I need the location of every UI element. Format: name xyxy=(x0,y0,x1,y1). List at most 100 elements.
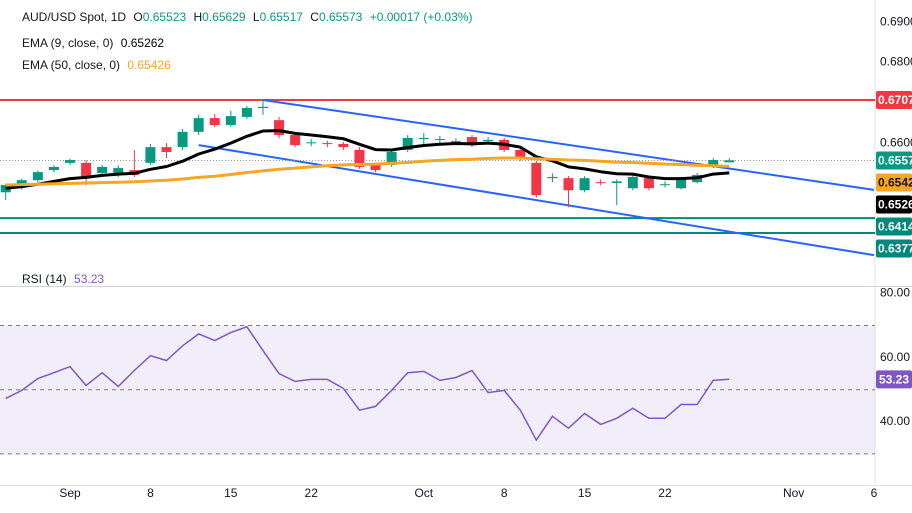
candle-body xyxy=(241,108,252,117)
ohlc-label: C xyxy=(310,10,319,24)
rsi-name: RSI (14) xyxy=(22,272,67,286)
ohlc-value: 0.65629 xyxy=(202,10,246,24)
channel-line xyxy=(198,144,875,257)
ema50-legend: EMA (50, close, 0) 0.65426 xyxy=(22,58,175,72)
ema-value: 0.65262 xyxy=(120,36,165,50)
y-tick-label: 60.00 xyxy=(880,350,910,364)
price-badge xyxy=(876,239,912,258)
rsi-badge-label: 53.23 xyxy=(879,373,909,387)
channel-line xyxy=(262,98,875,191)
candle-body xyxy=(257,106,268,109)
candle-body xyxy=(113,168,124,174)
candle-body xyxy=(418,137,429,140)
candle-body xyxy=(0,185,11,193)
candle-body xyxy=(193,118,204,132)
price-badge xyxy=(876,217,912,236)
price-badge xyxy=(876,173,912,192)
candle-body xyxy=(225,116,236,125)
ohlc-label: H xyxy=(193,10,203,24)
x-tick-label: Oct xyxy=(414,486,433,500)
price-badge xyxy=(876,90,912,109)
price-badge xyxy=(876,151,912,170)
candle-body xyxy=(467,137,478,146)
candle-body xyxy=(65,160,76,163)
candle-body xyxy=(434,139,445,141)
ohlc-value: 0.65523 xyxy=(142,10,187,24)
price-badge-label: 0.6557 xyxy=(878,154,912,168)
candle-body xyxy=(547,176,558,179)
rsi-line xyxy=(5,325,730,442)
candle-body xyxy=(322,143,333,145)
x-tick-label: 8 xyxy=(147,486,154,500)
x-tick-label: Nov xyxy=(783,486,804,500)
candle-body xyxy=(370,164,381,171)
ema9-legend: EMA (9, close, 0) 0.65262 xyxy=(22,36,168,50)
ema-name: EMA (50, close, 0) xyxy=(22,58,121,72)
price-badge-label: 0.6542 xyxy=(878,176,912,190)
price-plot xyxy=(0,98,875,257)
candle-body xyxy=(627,176,638,189)
candle-body xyxy=(177,131,188,148)
candle-body xyxy=(145,147,156,163)
candle-body xyxy=(306,142,317,144)
ohlc-value: 0.65573 xyxy=(318,10,363,24)
rsi-value: 53.23 xyxy=(74,272,105,286)
x-tick-label: 22 xyxy=(658,486,672,500)
candle-body xyxy=(595,182,606,184)
candle-body xyxy=(563,178,574,191)
candle-body xyxy=(483,139,494,142)
y-tick-label: 40.00 xyxy=(880,414,910,428)
candle-body xyxy=(676,178,687,189)
candle-body xyxy=(97,166,108,173)
price-badge-label: 0.6707 xyxy=(878,93,912,107)
candle-body xyxy=(515,149,526,159)
change: +0.00017 (+0.03%) xyxy=(369,10,473,24)
candle-body xyxy=(450,141,461,143)
candle-body xyxy=(708,160,719,167)
x-tick-label: 22 xyxy=(305,486,319,500)
candle-body xyxy=(643,178,654,189)
rsi-legend: RSI (14) 53.23 xyxy=(22,272,108,286)
x-tick-label: 15 xyxy=(224,486,238,500)
candle-body xyxy=(531,162,542,196)
x-tick-label: 6 xyxy=(871,486,878,500)
ohlc-label: L xyxy=(252,10,260,24)
y-tick-label: 0.6600 xyxy=(880,135,912,149)
ema-line xyxy=(5,129,730,190)
candle-body xyxy=(402,137,413,150)
price-badge-label: 0.6377 xyxy=(878,242,912,256)
ohlc-label: O xyxy=(133,10,143,24)
candle-body xyxy=(290,135,301,146)
x-tick-label: 15 xyxy=(578,486,592,500)
candle-body xyxy=(209,118,220,125)
rsi-badge xyxy=(876,370,912,389)
candle-body xyxy=(579,178,590,191)
ohlc-value: 0.65517 xyxy=(259,10,303,24)
candle-body xyxy=(48,166,59,171)
ema-name: EMA (9, close, 0) xyxy=(22,36,114,50)
ema-value: 0.65426 xyxy=(127,58,171,72)
ema-line xyxy=(5,156,730,187)
y-tick-label: 80.00 xyxy=(880,286,910,300)
candle-body xyxy=(659,184,670,186)
candle-body xyxy=(386,151,397,165)
x-tick-label: Sep xyxy=(59,486,81,500)
price-badge xyxy=(876,195,912,214)
candle-body xyxy=(354,149,365,167)
symbol-header: AUD/USD Spot, 1D O0.65523 H0.65629 L0.65… xyxy=(22,10,476,24)
candle-body xyxy=(161,147,172,152)
candle-body xyxy=(338,143,349,148)
candle-body xyxy=(611,181,622,184)
candle-body xyxy=(81,162,92,177)
rsi-plot xyxy=(0,325,875,455)
price-badge-label: 0.6526 xyxy=(878,198,912,212)
candle-body xyxy=(274,120,285,136)
x-tick-label: 8 xyxy=(501,486,508,500)
price-badge-label: 0.6414 xyxy=(878,220,912,234)
candle-body xyxy=(32,172,43,181)
candle-body xyxy=(724,160,735,163)
